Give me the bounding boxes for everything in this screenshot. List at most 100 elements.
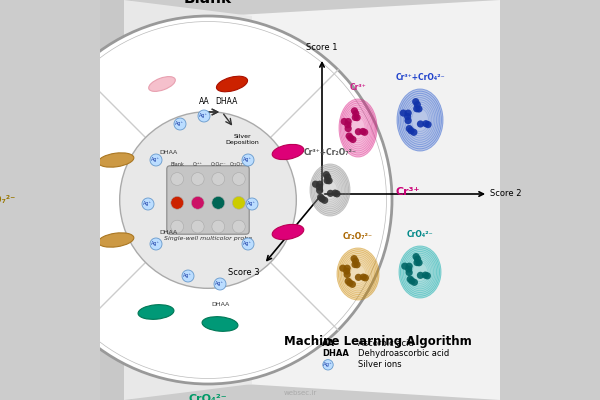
Ellipse shape <box>149 77 175 91</box>
Text: Ag⁺: Ag⁺ <box>244 158 253 162</box>
Circle shape <box>353 261 361 268</box>
Circle shape <box>344 125 352 132</box>
Circle shape <box>400 110 407 117</box>
Circle shape <box>352 258 359 265</box>
Circle shape <box>415 259 422 266</box>
Circle shape <box>323 171 330 178</box>
Circle shape <box>411 279 418 286</box>
Text: CrO₄²⁻: CrO₄²⁻ <box>407 230 433 239</box>
Text: Cr₂O₇²⁻: Cr₂O₇²⁻ <box>230 162 248 166</box>
Circle shape <box>339 264 346 272</box>
Text: Cr₂O₇²⁻: Cr₂O₇²⁻ <box>0 195 16 205</box>
Text: DHAA: DHAA <box>215 97 237 106</box>
Text: Single-well multicolor probe: Single-well multicolor probe <box>164 236 252 241</box>
Circle shape <box>344 265 351 272</box>
Circle shape <box>317 194 324 201</box>
Circle shape <box>325 177 332 184</box>
Ellipse shape <box>337 248 379 300</box>
Ellipse shape <box>98 153 134 167</box>
Ellipse shape <box>310 164 350 216</box>
Circle shape <box>344 271 351 278</box>
Circle shape <box>24 16 392 384</box>
Circle shape <box>171 196 184 209</box>
Circle shape <box>150 238 162 250</box>
Circle shape <box>346 279 353 286</box>
Text: Ag⁺: Ag⁺ <box>199 114 209 118</box>
Circle shape <box>29 22 386 378</box>
Circle shape <box>246 198 258 210</box>
Circle shape <box>344 121 352 128</box>
Circle shape <box>412 253 419 260</box>
Circle shape <box>327 190 334 197</box>
Text: DHAA: DHAA <box>211 302 229 306</box>
Circle shape <box>119 112 296 288</box>
Ellipse shape <box>397 89 443 151</box>
Circle shape <box>323 360 333 370</box>
Circle shape <box>341 118 348 125</box>
Ellipse shape <box>217 76 248 92</box>
Circle shape <box>319 195 326 202</box>
Circle shape <box>352 110 359 117</box>
Text: Cr₂O₇²⁻: Cr₂O₇²⁻ <box>343 232 373 241</box>
Text: Ascorbic acid: Ascorbic acid <box>358 340 414 348</box>
Circle shape <box>312 180 319 188</box>
Circle shape <box>191 173 204 186</box>
Circle shape <box>232 173 245 186</box>
Circle shape <box>212 173 224 186</box>
Circle shape <box>404 117 412 124</box>
Text: Cr³⁺: Cr³⁺ <box>396 187 421 197</box>
Circle shape <box>353 114 361 121</box>
Circle shape <box>232 196 245 209</box>
Circle shape <box>316 187 323 194</box>
Text: Score 2: Score 2 <box>490 190 521 198</box>
Text: AA: AA <box>199 97 209 106</box>
Circle shape <box>344 118 352 125</box>
Text: Ag⁺: Ag⁺ <box>244 242 253 246</box>
Circle shape <box>352 114 359 121</box>
Text: Cr³⁺: Cr³⁺ <box>350 83 367 92</box>
Ellipse shape <box>98 233 134 247</box>
Circle shape <box>361 129 368 136</box>
Circle shape <box>324 174 331 181</box>
Circle shape <box>424 272 431 280</box>
Text: Silver
Deposition: Silver Deposition <box>225 134 259 145</box>
Circle shape <box>407 127 415 134</box>
Circle shape <box>355 128 362 135</box>
Circle shape <box>343 268 350 275</box>
Text: Ag⁺: Ag⁺ <box>323 362 333 367</box>
Circle shape <box>424 121 431 128</box>
Circle shape <box>242 154 254 166</box>
Circle shape <box>406 269 413 276</box>
Circle shape <box>410 129 418 136</box>
FancyBboxPatch shape <box>167 166 249 234</box>
Text: Score 3: Score 3 <box>229 268 260 277</box>
Text: websec.ir: websec.ir <box>283 390 317 396</box>
Circle shape <box>316 181 323 188</box>
Text: AA: AA <box>322 340 335 348</box>
Circle shape <box>182 270 194 282</box>
Text: Cr³⁺: Cr³⁺ <box>193 162 203 166</box>
Circle shape <box>346 132 353 140</box>
Circle shape <box>323 177 331 184</box>
Circle shape <box>362 274 369 282</box>
Circle shape <box>359 128 367 135</box>
Text: Ag⁺: Ag⁺ <box>175 122 185 126</box>
Text: Dehydroascorbic acid: Dehydroascorbic acid <box>358 350 449 358</box>
Circle shape <box>150 154 162 166</box>
Circle shape <box>191 196 204 209</box>
Circle shape <box>171 173 184 186</box>
Text: Ag⁺: Ag⁺ <box>151 242 161 246</box>
Ellipse shape <box>272 224 304 240</box>
Circle shape <box>174 118 186 130</box>
Text: Blank: Blank <box>170 162 184 166</box>
Text: CrO₄²⁻: CrO₄²⁻ <box>211 162 226 166</box>
Circle shape <box>355 274 362 281</box>
Circle shape <box>351 107 358 114</box>
Circle shape <box>321 197 328 204</box>
Circle shape <box>422 120 430 127</box>
Circle shape <box>347 134 354 142</box>
Circle shape <box>407 276 414 283</box>
Circle shape <box>414 101 421 108</box>
Ellipse shape <box>399 246 441 298</box>
Text: Ag⁺: Ag⁺ <box>247 202 257 206</box>
